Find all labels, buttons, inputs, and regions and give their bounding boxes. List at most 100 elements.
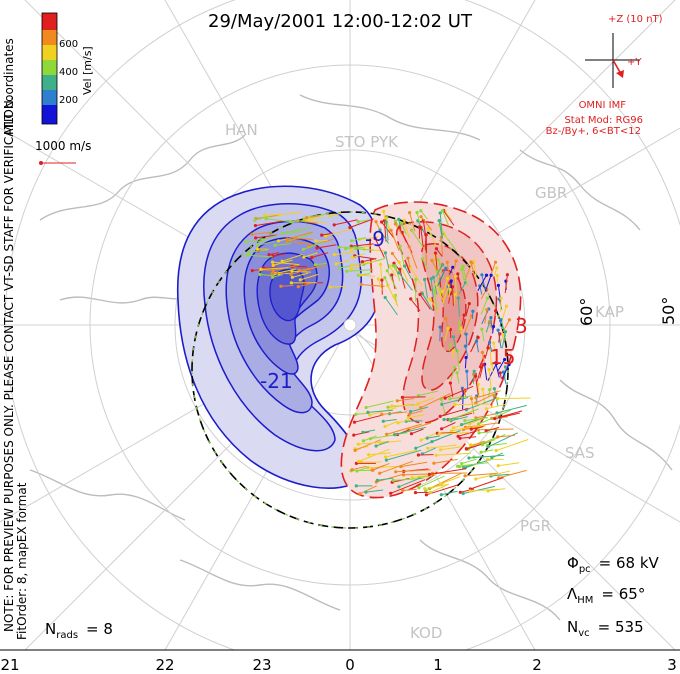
- velocity-vector: [494, 412, 520, 420]
- velocity-vector-dot: [384, 216, 388, 221]
- velocity-vector-dot: [354, 412, 358, 416]
- velocity-vector: [473, 261, 477, 279]
- velocity-vector-dot: [354, 461, 358, 465]
- velocity-vector: [408, 246, 418, 269]
- velocity-vector: [427, 435, 440, 439]
- velocity-vector-dot: [416, 393, 420, 398]
- velocity-vector-dot: [270, 271, 274, 276]
- velocity-vector: [247, 254, 273, 258]
- velocity-vector-dot: [496, 283, 500, 287]
- velocity-vector: [287, 232, 313, 242]
- velocity-vector-dot: [350, 256, 354, 260]
- velocity-vector: [489, 342, 493, 353]
- velocity-vector-dot: [485, 308, 489, 312]
- colorbar-tick-600: 600: [59, 39, 78, 50]
- imf-line-0: OMNI IMF: [579, 100, 627, 111]
- velocity-vector: [386, 423, 422, 435]
- velocity-vector: [427, 228, 437, 247]
- velocity-vector-dot: [464, 355, 468, 360]
- velocity-vector-dot: [415, 210, 419, 215]
- velocity-vector: [390, 230, 400, 252]
- contour-labels: -9 -21 3 15: [260, 227, 528, 393]
- velocity-vector: [255, 234, 278, 239]
- imf-line-1: Stat Mod: RG96: [564, 115, 643, 126]
- velocity-vector-dot: [261, 238, 265, 242]
- velocity-vector-dot: [397, 485, 401, 489]
- velocity-vector: [386, 270, 398, 290]
- velocity-vector-dot: [438, 414, 442, 418]
- velocity-vector-dot: [444, 266, 448, 270]
- velocity-vector-dot: [393, 264, 397, 268]
- velocity-vector-dot: [456, 272, 460, 276]
- velocity-vector: [488, 369, 492, 390]
- potential-cells: [176, 185, 522, 499]
- velocity-vector: [268, 252, 280, 256]
- velocity-vector: [491, 452, 504, 459]
- velocity-vector-dot: [356, 459, 361, 464]
- velocity-vector: [454, 276, 457, 297]
- velocity-vector: [470, 477, 504, 490]
- velocity-vector: [465, 303, 470, 317]
- velocity-vector: [464, 262, 473, 281]
- velocity-vector: [287, 240, 312, 245]
- velocity-vector-dot: [345, 269, 349, 273]
- velocity-vector-dot: [464, 332, 468, 336]
- velocity-vector-dot: [451, 265, 455, 269]
- velocity-vector: [266, 218, 294, 223]
- velocity-vector-dot: [350, 239, 354, 243]
- velocity-vector: [349, 218, 374, 228]
- velocity-vector-dot: [501, 370, 505, 374]
- velocity-vector-dot: [484, 407, 488, 411]
- velocity-vector: [496, 404, 527, 414]
- velocity-vector: [499, 410, 523, 418]
- velocity-vector: [351, 260, 375, 266]
- velocity-vector-dot: [359, 282, 363, 287]
- velocity-vector-dot: [495, 273, 499, 278]
- mlt-tick-2: 2: [532, 656, 542, 674]
- velocity-vector-dot: [455, 371, 459, 375]
- velocity-vector: [409, 410, 423, 415]
- velocity-vector-dot: [407, 245, 411, 249]
- velocity-vector-dot: [338, 266, 342, 270]
- station-kod: KOD: [410, 624, 442, 642]
- velocity-vector: [311, 252, 329, 258]
- velocity-vector: [500, 298, 502, 312]
- velocity-vector: [354, 255, 377, 260]
- velocity-vector-dot: [416, 402, 420, 406]
- fit-order-note: FitOrder: 8, mapEX format: [15, 482, 29, 640]
- velocity-vector: [466, 371, 469, 390]
- velocity-vector: [453, 294, 456, 305]
- contour-label-minus21: -21: [260, 369, 293, 393]
- velocity-vector: [475, 393, 495, 404]
- lambda-hm: ΛHM = 65°: [567, 585, 645, 606]
- velocity-vector-dot: [332, 252, 336, 257]
- velocity-vector-dot: [271, 263, 275, 267]
- velocity-vector-dot: [456, 296, 460, 300]
- velocity-vector: [456, 350, 460, 371]
- velocity-vector: [471, 398, 475, 415]
- velocity-vector: [420, 393, 451, 409]
- velocity-vector: [368, 465, 403, 469]
- velocity-vector: [303, 252, 318, 258]
- velocity-vector-dot: [494, 449, 498, 453]
- velocity-vector-dot: [486, 346, 490, 350]
- velocity-vector-dot: [376, 277, 380, 281]
- velocity-vector: [272, 261, 300, 266]
- velocity-vector-dot: [472, 369, 476, 373]
- velocity-vector: [443, 418, 459, 420]
- velocity-vector: [257, 240, 275, 246]
- velocity-vector-dot: [253, 218, 257, 222]
- velocity-vector: [470, 488, 497, 492]
- velocity-vector-dot: [395, 399, 399, 403]
- velocity-vector: [485, 426, 500, 432]
- station-sas: SAS: [565, 444, 595, 462]
- velocity-vector: [358, 440, 390, 445]
- velocity-vector: [480, 298, 488, 315]
- velocity-vector: [449, 408, 479, 421]
- velocity-vector-dot: [474, 477, 478, 481]
- velocity-vector: [362, 429, 376, 433]
- velocity-vector-dot: [356, 442, 360, 446]
- velocity-vector: [481, 308, 490, 325]
- velocity-vector: [450, 367, 455, 381]
- velocity-vector-dot: [255, 247, 259, 251]
